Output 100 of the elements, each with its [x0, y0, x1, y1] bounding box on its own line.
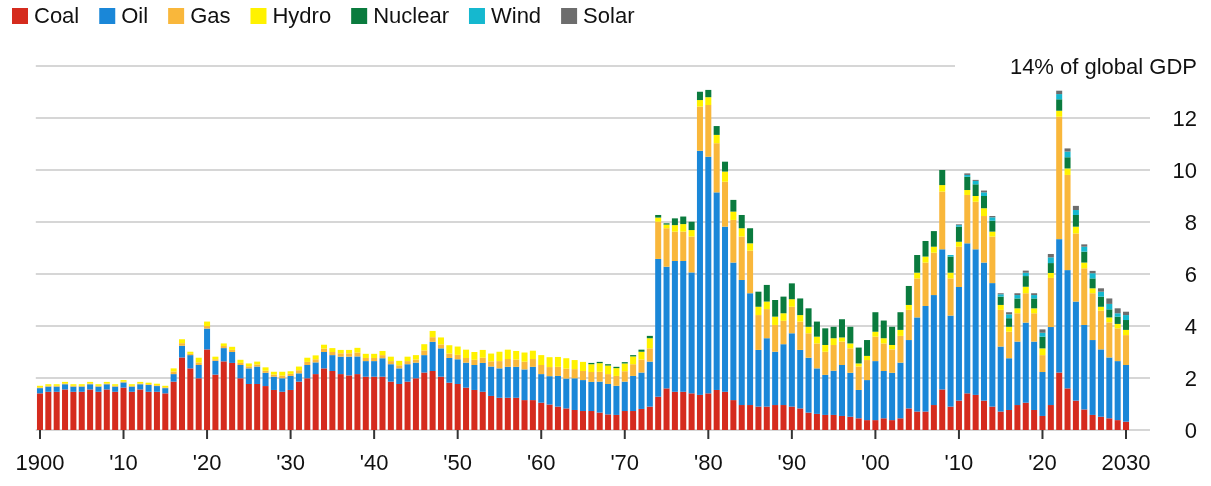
bar: [763, 406, 770, 430]
bar: [1123, 421, 1130, 430]
bar: [1072, 210, 1079, 215]
bar: [513, 397, 520, 430]
x-tick-label: 2030: [1101, 450, 1151, 475]
bar: [663, 228, 670, 267]
bar: [87, 384, 94, 390]
bar: [496, 397, 503, 430]
bar: [429, 330, 436, 338]
bar: [1047, 257, 1054, 264]
bar: [663, 266, 670, 389]
bar: [955, 246, 962, 287]
bar: [463, 357, 470, 363]
bar: [554, 356, 561, 367]
bar: [671, 225, 678, 232]
bar: [95, 391, 102, 430]
bar: [730, 211, 737, 220]
bar: [696, 106, 703, 151]
bar: [312, 374, 319, 430]
bar: [763, 309, 770, 339]
bar: [354, 374, 361, 430]
bar: [504, 366, 511, 398]
bar: [429, 341, 436, 371]
bar: [404, 361, 411, 365]
bar: [1022, 272, 1029, 277]
bar: [955, 241, 962, 247]
bar: [872, 331, 879, 337]
bar: [137, 384, 144, 390]
bar: [955, 287, 962, 401]
bar: [880, 338, 887, 344]
bar: [705, 105, 712, 157]
bar: [738, 228, 745, 237]
bar: [387, 381, 394, 430]
bar: [830, 414, 837, 430]
bar: [855, 389, 862, 419]
bar: [855, 366, 862, 390]
bar: [1064, 148, 1071, 152]
bar: [270, 376, 277, 390]
bar: [897, 312, 904, 330]
bar: [780, 405, 787, 430]
bar: [1081, 244, 1088, 247]
bar: [738, 405, 745, 430]
bar: [813, 413, 820, 430]
bar: [1072, 205, 1079, 211]
bar: [45, 391, 52, 430]
bar: [346, 353, 353, 357]
bar: [471, 359, 478, 365]
bar: [805, 326, 812, 334]
y-tick-label: 2: [1184, 366, 1197, 391]
bar: [546, 367, 553, 377]
bar: [897, 362, 904, 419]
bar: [788, 406, 795, 430]
bar: [905, 304, 912, 310]
bar: [454, 359, 461, 384]
bar: [1081, 324, 1088, 410]
bar: [596, 363, 603, 372]
bar: [446, 357, 453, 383]
bar: [1039, 329, 1046, 333]
bar: [312, 362, 319, 375]
bar: [446, 382, 453, 430]
bar: [103, 384, 110, 390]
bar: [838, 415, 845, 430]
bar: [722, 181, 729, 227]
y-tick-label: 14% of global GDP: [1009, 54, 1197, 79]
bar: [1072, 214, 1079, 227]
bar: [463, 387, 470, 430]
bar: [479, 362, 486, 392]
bar: [922, 411, 929, 430]
bar: [655, 221, 662, 259]
bar: [1081, 246, 1088, 252]
bar: [488, 361, 495, 367]
bar: [772, 316, 779, 325]
bar: [671, 218, 678, 226]
bar: [696, 394, 703, 430]
bar: [713, 192, 720, 390]
bar: [1123, 329, 1130, 336]
bar: [379, 358, 386, 377]
bar: [838, 319, 845, 338]
bar: [989, 283, 996, 407]
bar: [329, 352, 336, 356]
bar: [412, 359, 419, 363]
bar: [680, 391, 687, 430]
y-tick-label: 12: [1172, 106, 1197, 131]
bar: [295, 373, 302, 382]
bar: [630, 356, 637, 365]
bar: [847, 343, 854, 349]
bar: [1114, 361, 1121, 421]
bar: [813, 368, 820, 414]
bar: [797, 298, 804, 316]
bar: [1097, 310, 1104, 350]
bar: [579, 361, 587, 371]
bar: [964, 243, 971, 394]
bar: [780, 320, 787, 345]
bar: [630, 364, 637, 376]
bar: [939, 185, 946, 192]
bar: [972, 394, 979, 430]
bar: [1106, 309, 1113, 318]
bar: [855, 347, 862, 364]
bar: [279, 391, 286, 430]
bar: [1089, 293, 1096, 341]
